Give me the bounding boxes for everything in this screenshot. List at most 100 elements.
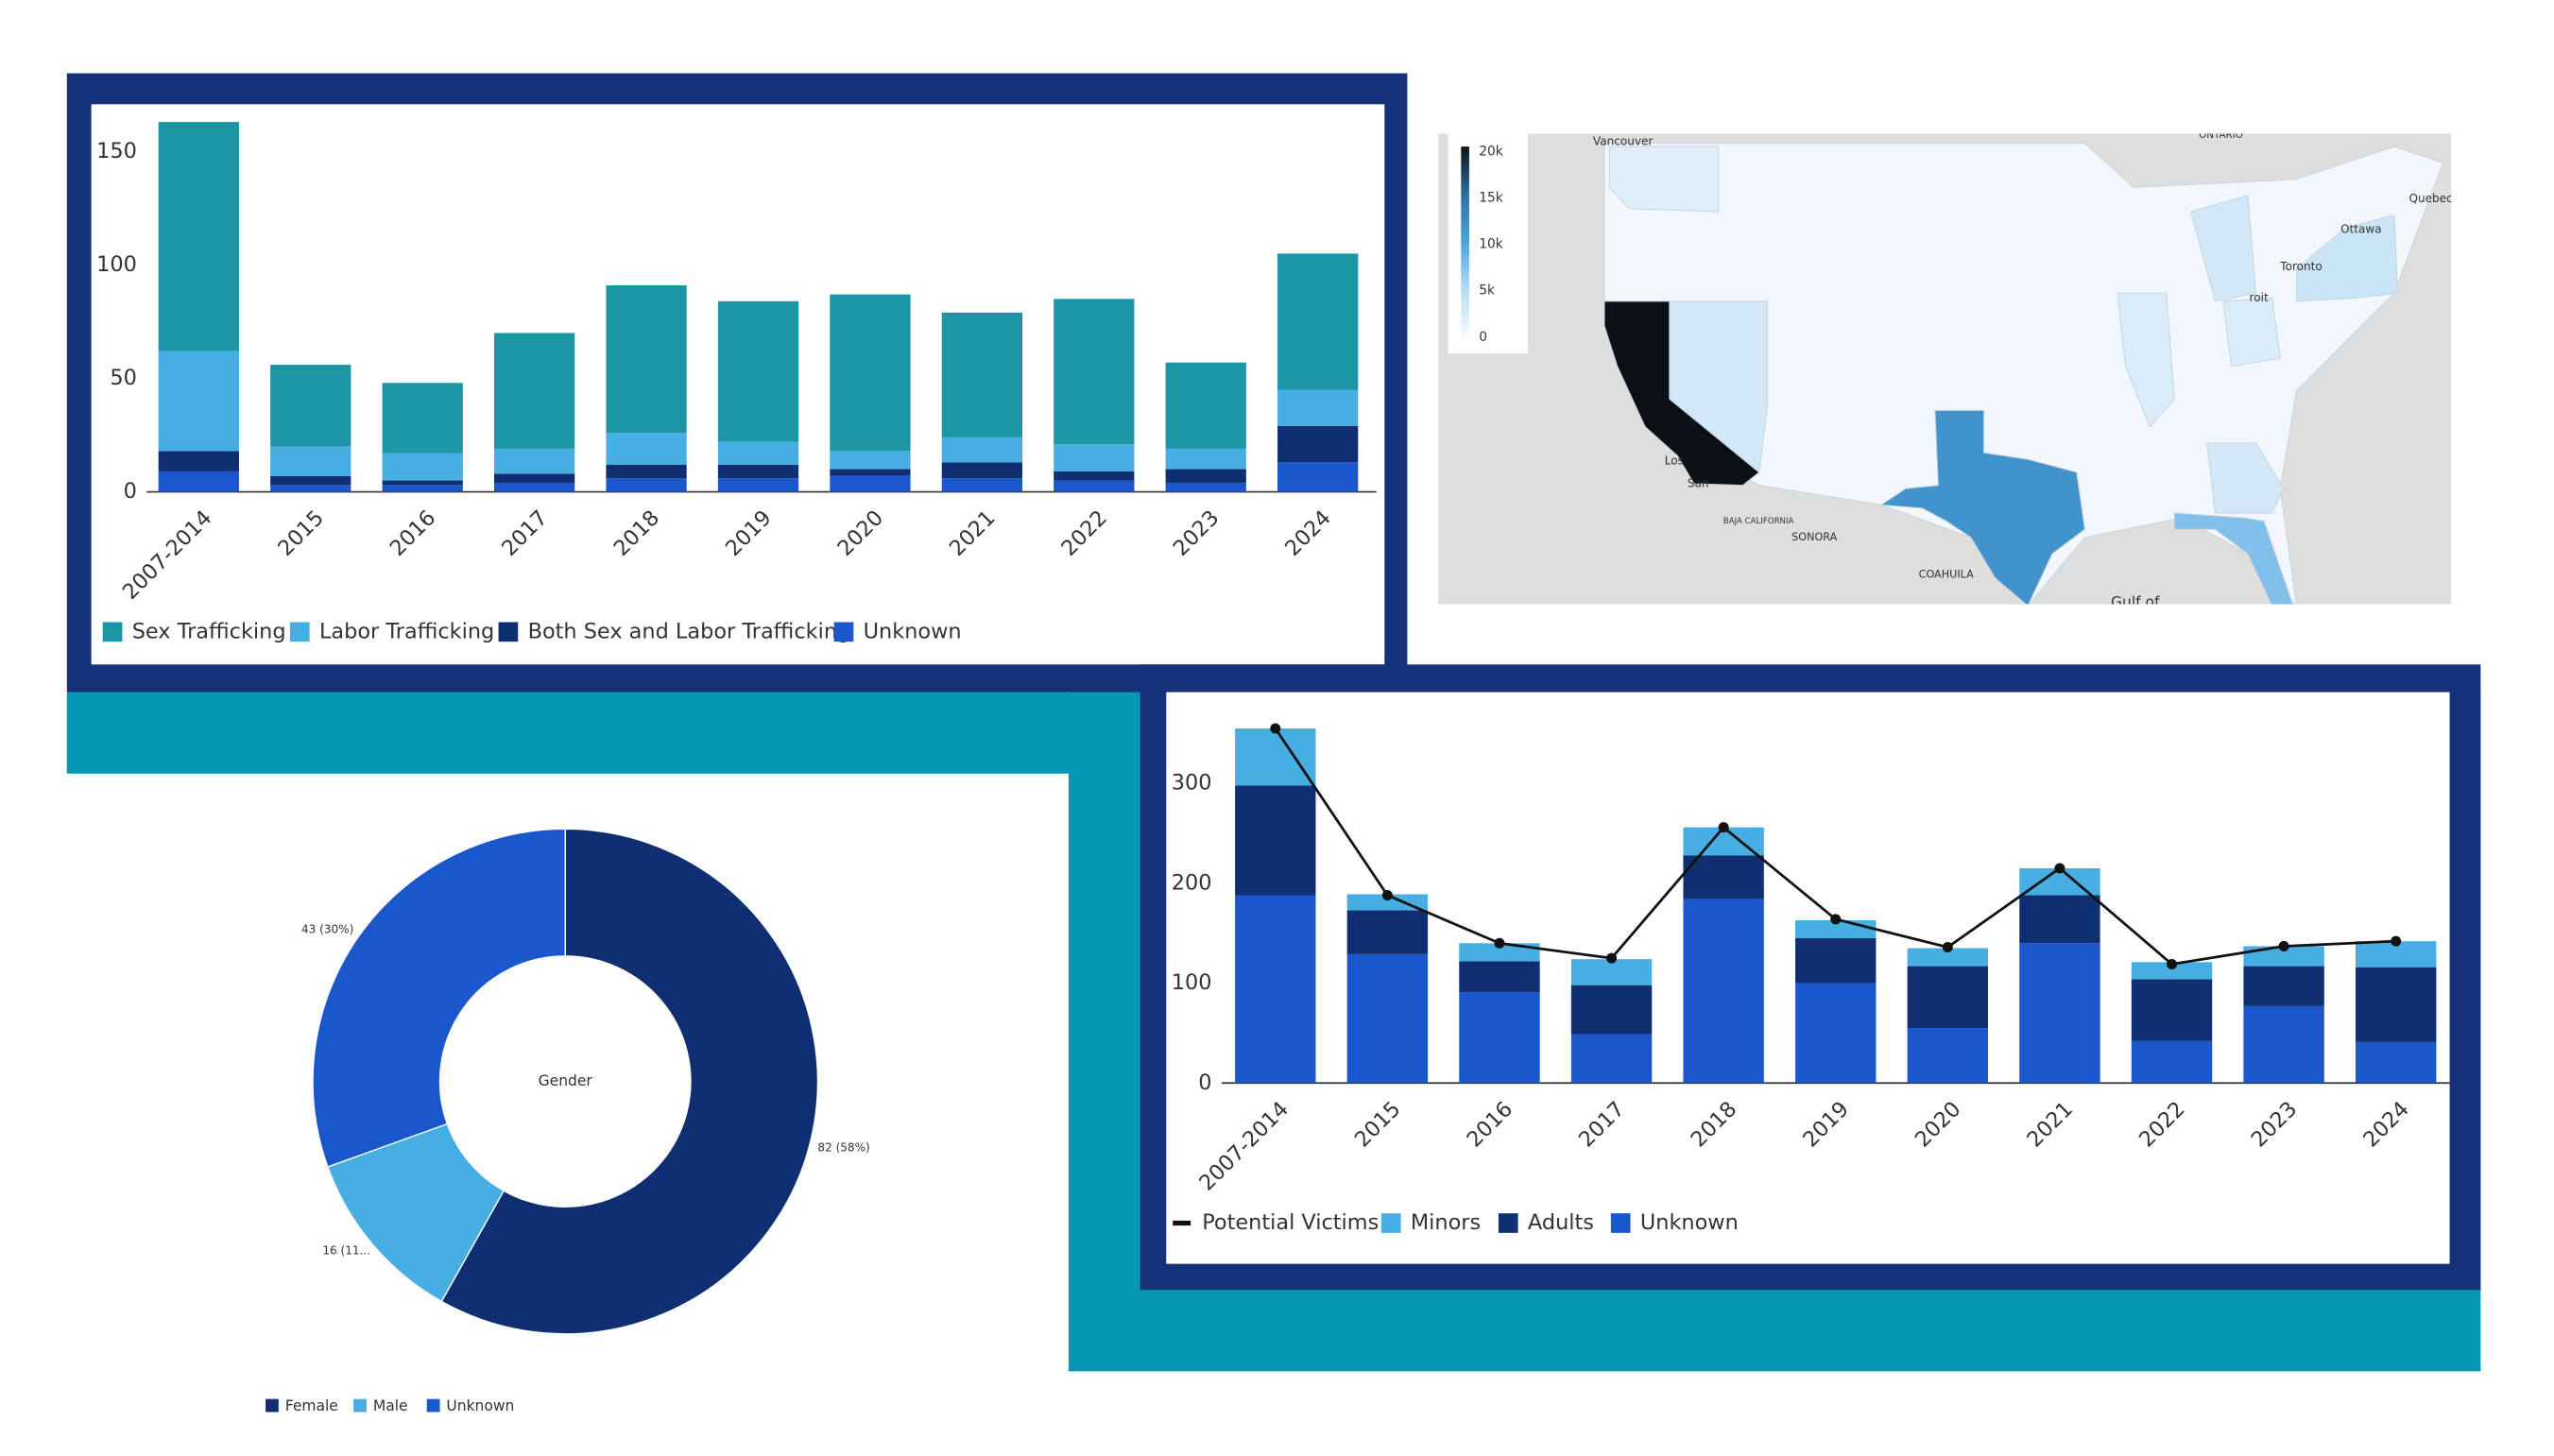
y-tick-label: 0 [1198, 1071, 1211, 1095]
bar-segment [717, 300, 799, 442]
bar-segment [717, 478, 799, 492]
bar-segment [606, 464, 687, 479]
legend-swatch [498, 622, 519, 642]
bar-segment [1459, 943, 1540, 962]
legend-swatch [102, 622, 123, 642]
bar-segment [1277, 253, 1359, 390]
bar-segment [1165, 469, 1246, 483]
bar-segment [2131, 979, 2213, 1041]
bar-segment [270, 446, 351, 476]
place-label: Los [1665, 454, 1684, 467]
bar-segment [1570, 1034, 1653, 1084]
place-label: Gulf of [2111, 593, 2160, 610]
bar-segment [493, 482, 575, 492]
bar-segment [270, 485, 351, 492]
legend-label: Female [285, 1397, 338, 1414]
bar-segment [1346, 953, 1429, 1084]
legend-label: Potential Victims [1202, 1210, 1379, 1235]
line-point [1494, 937, 1505, 949]
region [1608, 146, 1720, 213]
y-tick-label: 100 [1172, 970, 1212, 995]
bar-segment [1570, 959, 1653, 985]
data-label: 16 (11... [322, 1243, 370, 1257]
bar-segment [2243, 1005, 2324, 1084]
bar-segment [830, 475, 911, 492]
bar-segment [941, 312, 1023, 437]
bar-segment [1570, 985, 1653, 1035]
bar-segment [1907, 966, 1989, 1029]
line-point [1942, 941, 1953, 953]
y-tick-label: 300 [1172, 771, 1212, 796]
line-point [1830, 914, 1842, 925]
bar-segment [270, 365, 351, 447]
bar-segment [1795, 937, 1877, 984]
bar-segment [2243, 966, 2324, 1006]
bar-segment [830, 451, 911, 470]
bar-segment [1054, 299, 1135, 445]
place-label: ONTARIO [2199, 129, 2243, 141]
bar-segment [2355, 1041, 2437, 1084]
place-label: Vancouver [1593, 134, 1653, 147]
bar-segment [270, 475, 351, 486]
bar-segment [606, 478, 687, 492]
bar-segment [493, 333, 575, 449]
bar-segment [1277, 462, 1359, 492]
line-point [1606, 952, 1618, 964]
bar-segment [382, 453, 463, 481]
bar-segment [1165, 482, 1246, 492]
bar-segment [1165, 448, 1246, 470]
bar-segment [1795, 983, 1877, 1084]
teal-band [66, 692, 1142, 774]
bar-segment [941, 478, 1023, 492]
legend-swatch [1380, 1213, 1401, 1233]
bar-segment [1277, 425, 1359, 463]
line-point [2054, 863, 2065, 874]
data-label: 43 (30%) [301, 923, 353, 936]
place-label: BAJA CALIFORNIA [1723, 517, 1794, 526]
bar-segment [1277, 389, 1359, 426]
bar-segment [941, 437, 1023, 463]
bar-segment [493, 473, 575, 483]
data-label: 82 (58%) [817, 1141, 869, 1155]
legend-label: Adults [1528, 1210, 1594, 1235]
y-tick-label: 200 [1172, 870, 1212, 895]
place-label: San [1688, 476, 1709, 489]
place-label: Toronto [2279, 260, 2322, 273]
legend-swatch [353, 1398, 367, 1413]
bar-segment [2355, 967, 2437, 1042]
place-label: SONORA [1791, 531, 1837, 543]
region [2189, 195, 2257, 302]
map: 0 5k 10k 15k 20k Vancouver ONTARIO Ottawa Quebec… [1438, 129, 2452, 610]
colorbar-tick-label: 5k [1479, 283, 1495, 299]
bar-segment [158, 351, 239, 452]
bar-segment [830, 294, 911, 452]
bar-segment [2131, 962, 2213, 980]
place-label: COAHUILA [1919, 568, 1974, 580]
center-label: Gender [539, 1072, 593, 1089]
bar-segment [1907, 948, 1989, 967]
legend-swatch [1610, 1213, 1631, 1233]
line-point [2391, 935, 2402, 947]
legend-swatch [289, 622, 310, 642]
y-tick-label: 50 [110, 366, 137, 390]
bar-segment [1054, 444, 1135, 471]
pie-slice [440, 828, 819, 1335]
bar-segment [2019, 943, 2100, 1084]
legend-label: Labor Trafficking [319, 619, 494, 643]
region [1879, 409, 2086, 605]
bar-segment [158, 471, 239, 492]
line-point [1381, 890, 1393, 901]
place-label: roit [2250, 291, 2269, 304]
legend-swatch [1498, 1213, 1518, 1233]
legend-swatch [833, 622, 854, 642]
bar-segment [1235, 895, 1316, 1084]
line-point [2278, 940, 2289, 951]
bar-segment [1459, 961, 1540, 993]
region [1669, 300, 1768, 473]
bar-segment [2019, 895, 2100, 944]
bar-segment [606, 285, 687, 434]
region [2296, 214, 2398, 302]
bar-segment [1683, 855, 1764, 899]
place-label: Ottawa [2340, 223, 2382, 236]
